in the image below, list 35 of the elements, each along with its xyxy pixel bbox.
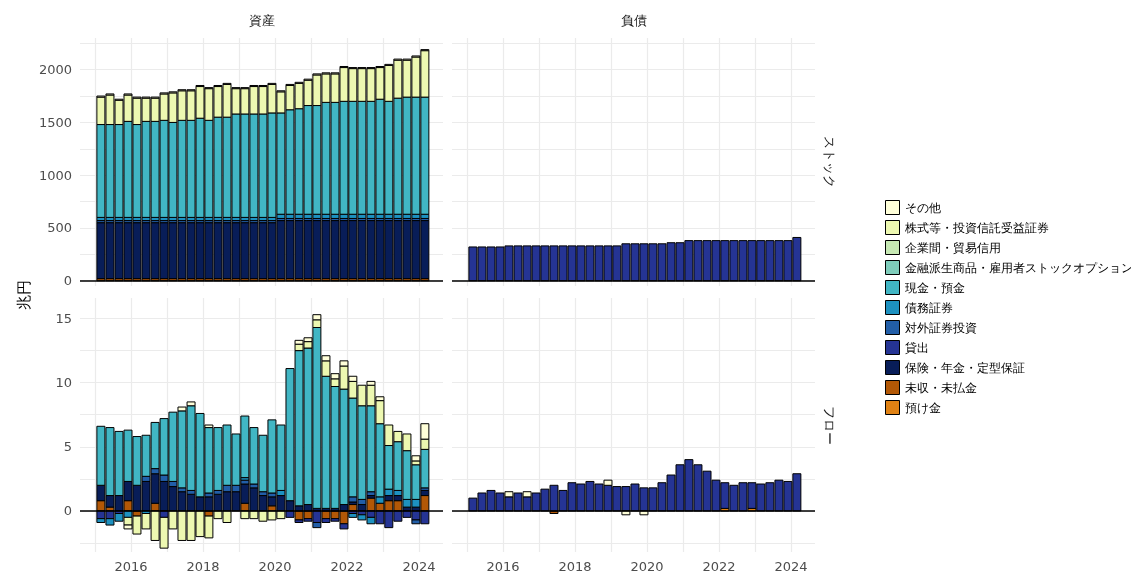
legend-label: 預け金 (904, 400, 941, 415)
y-tick-label: 2000 (38, 62, 72, 78)
text: フロー (821, 405, 837, 445)
legend-label: 保険・年金・定型保証 (904, 360, 1025, 375)
legend-label: その他 (904, 200, 941, 215)
y-tick-label: 1500 (38, 114, 72, 130)
x-tick-label: 2024 (774, 559, 808, 574)
chart-title: 資産 (248, 12, 275, 28)
x-tick-label: 2016 (486, 559, 520, 574)
y-axis-title: 兆円 (15, 280, 33, 310)
x-tick-label: 2022 (330, 559, 364, 574)
y-tick-label: 0 (63, 273, 72, 289)
x-tick-label: 2024 (402, 559, 436, 574)
y-tick-label: 0 (63, 503, 72, 519)
y-tick-label: 500 (47, 220, 72, 236)
x-tick-label: 2018 (558, 559, 592, 574)
x-tick-label: 2020 (258, 559, 292, 574)
x-tick-label: 2022 (702, 559, 736, 574)
y-tick-label: 10 (55, 375, 72, 391)
legend-label: 企業間・貿易信用 (904, 240, 1001, 255)
y-tick-label: 15 (55, 311, 72, 327)
legend-label: 株式等・投資信託受益証券 (903, 220, 1049, 235)
chart-title: 負債 (620, 12, 647, 28)
y-tick-label: 1000 (38, 167, 72, 183)
legend-label: 現金・預金 (904, 280, 965, 295)
x-tick-label: 2018 (186, 559, 220, 574)
y-tick-label: 5 (63, 439, 72, 455)
legend-label: 貸出 (904, 340, 929, 355)
text: ストック (821, 136, 837, 188)
x-tick-label: 2016 (114, 559, 148, 574)
legend-label: 未収・未払金 (904, 380, 977, 395)
legend-label: 債務証券 (904, 300, 953, 315)
x-tick-label: 2020 (630, 559, 664, 574)
legend-label: 対外証券投資 (904, 320, 977, 335)
legend-label: 金融派生商品・雇用者ストックオプション (904, 260, 1131, 275)
